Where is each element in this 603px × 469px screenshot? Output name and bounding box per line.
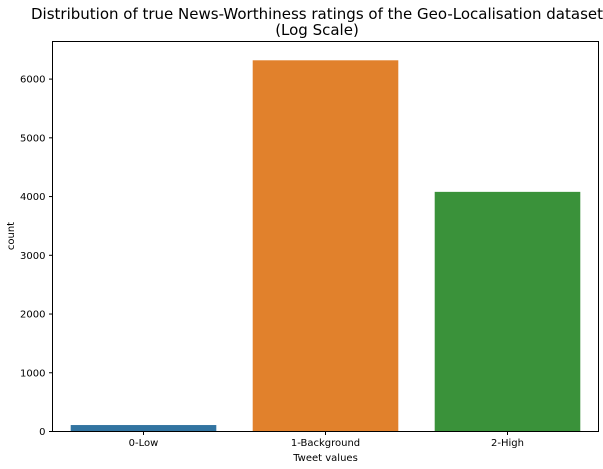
y-tick-label: 1000 xyxy=(20,368,45,379)
y-tick-label: 3000 xyxy=(20,251,45,262)
y-axis-label: count xyxy=(6,222,17,250)
bar-1-background xyxy=(252,60,399,432)
y-tick-label: 6000 xyxy=(20,75,45,86)
x-axis-label: Tweet values xyxy=(292,453,358,464)
x-axis-ticks: 0-Low 1-Background 2-High xyxy=(129,431,524,449)
y-tick-label: 5000 xyxy=(20,133,45,144)
y-tick-label: 0 xyxy=(39,427,45,438)
x-tick-label: 0-Low xyxy=(129,438,159,449)
y-tick-label: 4000 xyxy=(20,192,45,203)
x-tick-label: 2-High xyxy=(491,438,524,449)
y-axis-ticks: 0 1000 2000 3000 4000 5000 6000 xyxy=(20,75,53,438)
chart-title-line-1: Distribution of true News-Worthiness rat… xyxy=(31,5,603,23)
bar-2-high xyxy=(434,191,581,432)
y-tick-label: 2000 xyxy=(20,310,45,321)
bars xyxy=(70,60,581,432)
chart-title-line-2: (Log Scale) xyxy=(275,21,359,39)
bar-0-low xyxy=(70,425,217,432)
x-tick-label: 1-Background xyxy=(291,438,360,449)
chart-title: Distribution of true News-Worthiness rat… xyxy=(31,5,603,39)
